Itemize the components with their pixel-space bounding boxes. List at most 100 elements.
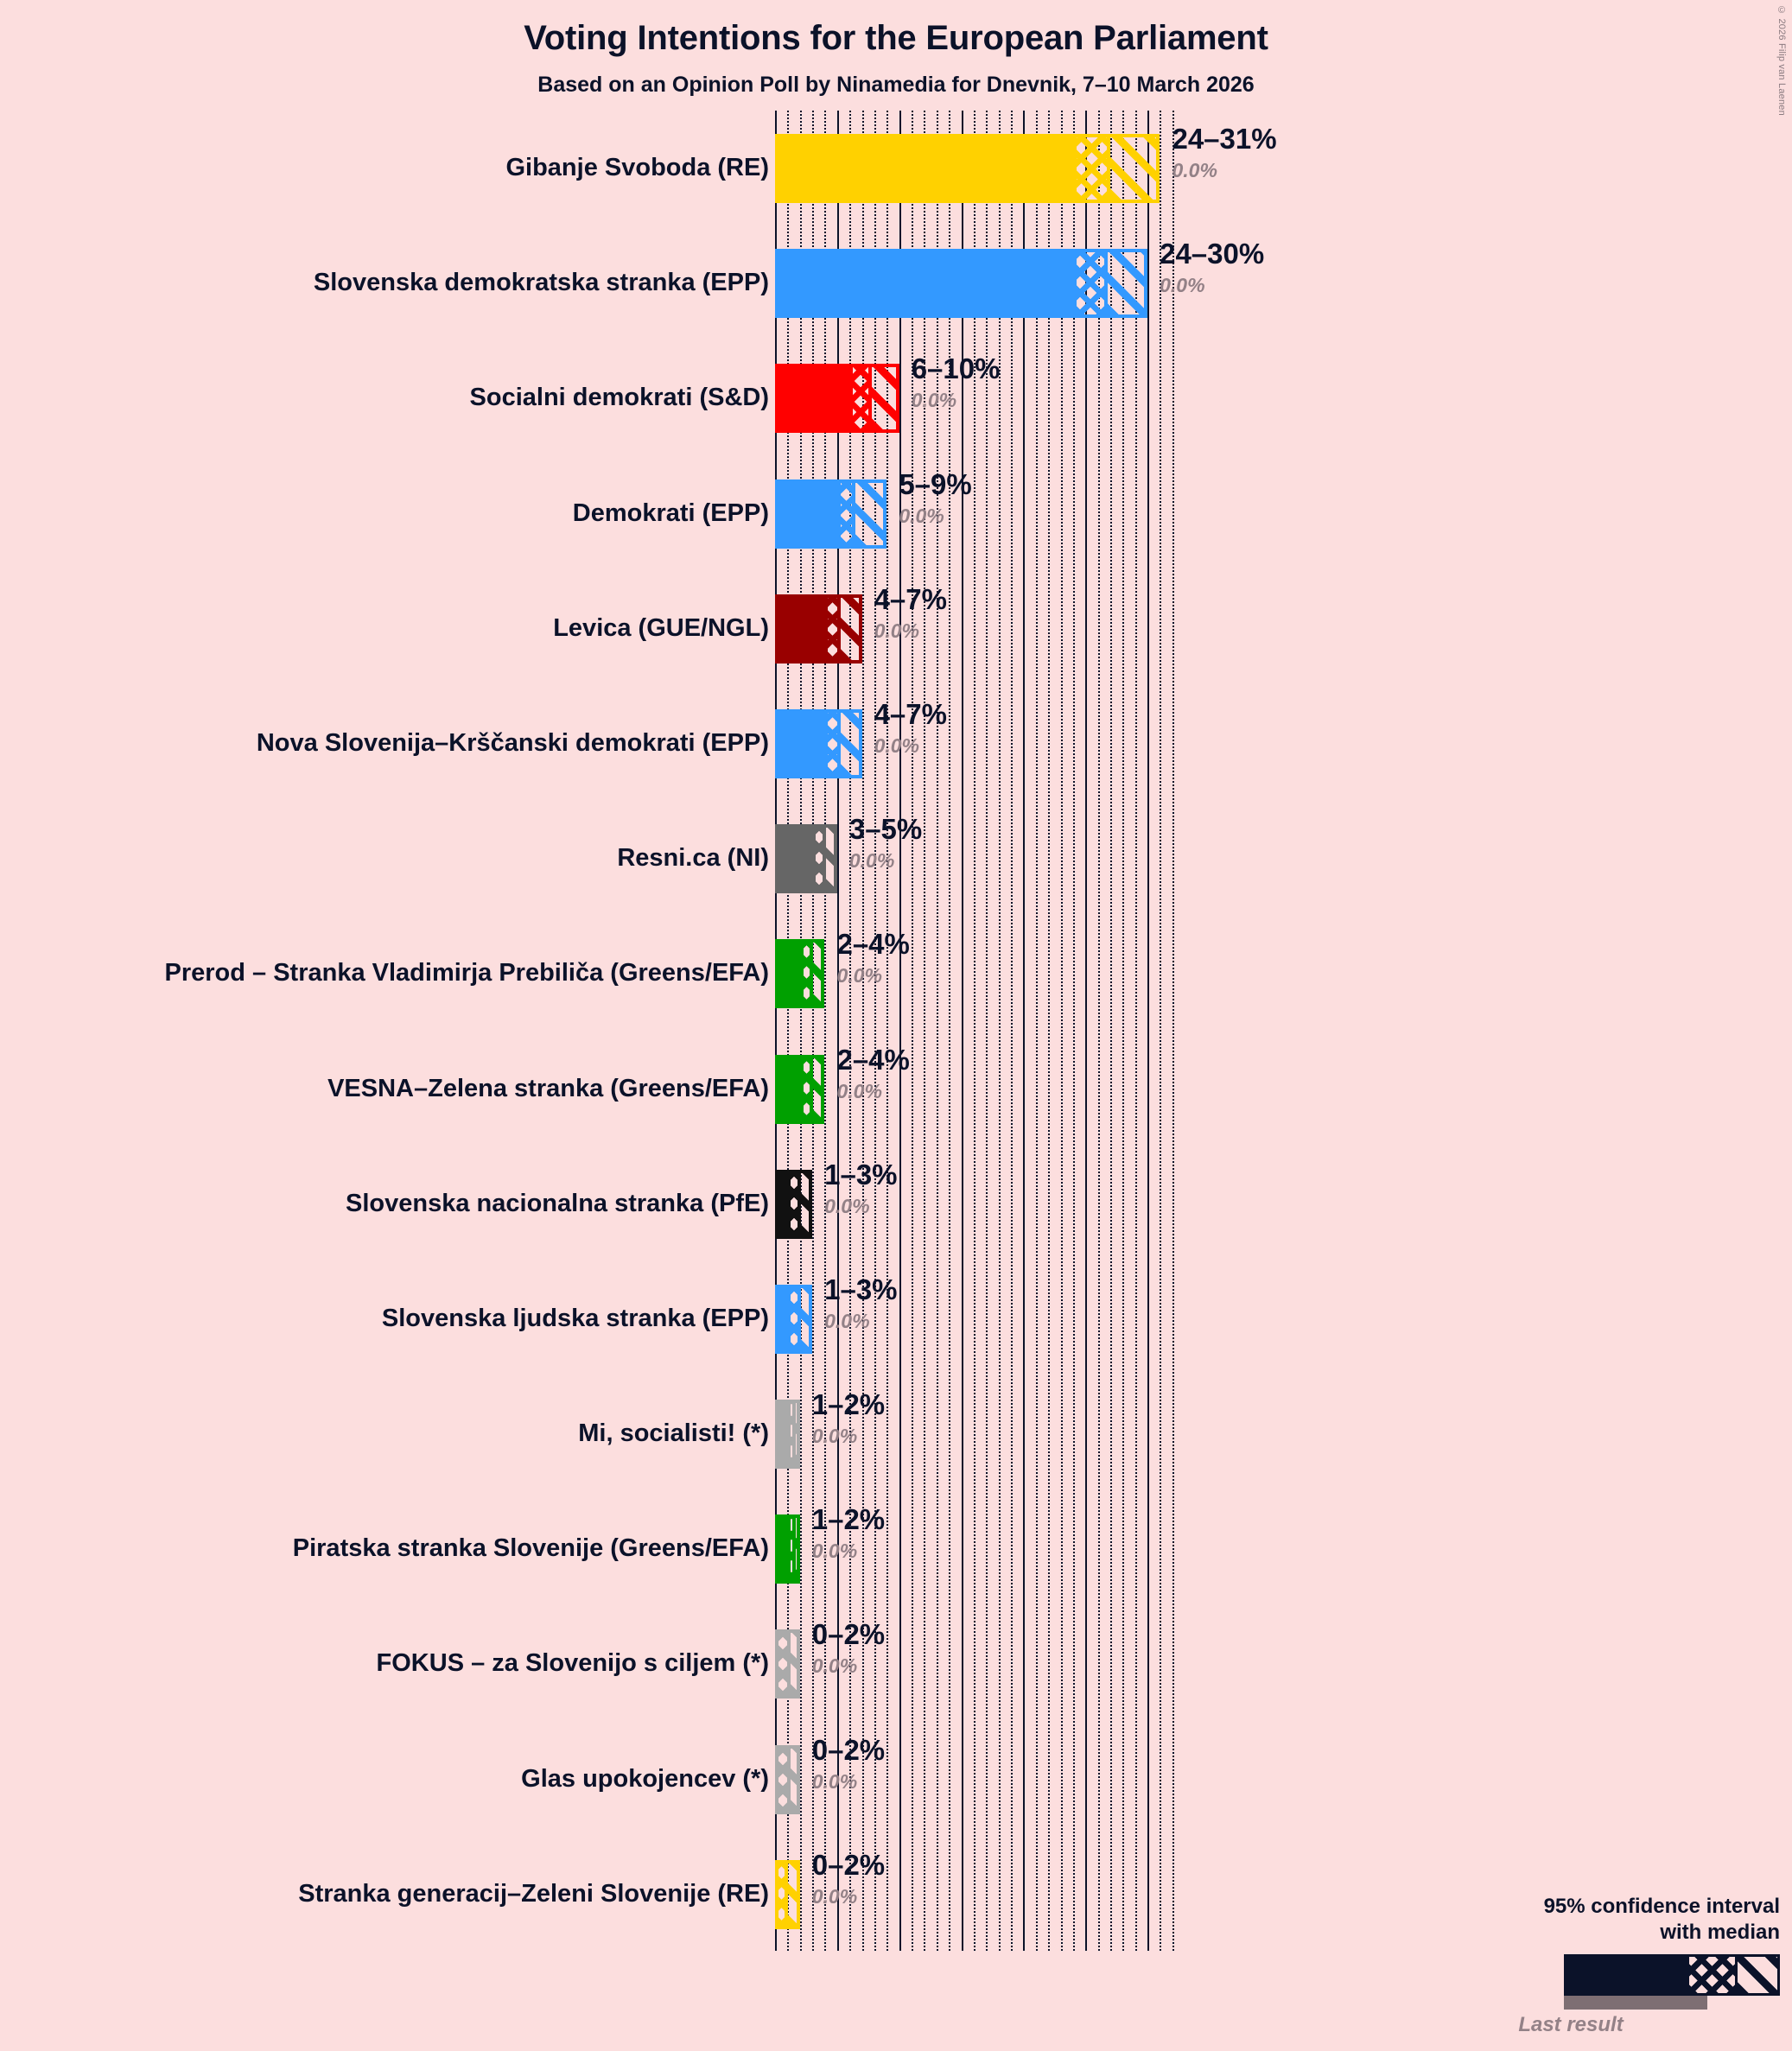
last-result-label: 0.0% xyxy=(811,1425,858,1448)
bar-segment-crosshatch-to-median xyxy=(799,1054,810,1124)
last-result-label: 0.0% xyxy=(1160,274,1205,297)
bar-row: Slovenska demokratska stranka (EPP) 24–30… xyxy=(0,225,1792,340)
bar-segment-crosshatch-to-median xyxy=(824,594,837,664)
bar-segment-diagonal-to-upper-bound xyxy=(852,479,887,549)
gridline-minor xyxy=(973,111,975,1951)
last-result-label: 0.0% xyxy=(824,1309,870,1332)
party-label: Resni.ca (NI) xyxy=(617,844,769,873)
gridline-major xyxy=(775,111,777,1951)
last-result-label: 0.0% xyxy=(811,1769,858,1793)
bar-segment-crosshatch-to-median xyxy=(787,1169,798,1239)
bar-segment-diagonal-to-upper-bound xyxy=(810,939,825,1009)
bar-segment-lower-bound xyxy=(775,364,850,434)
bar-segment-lower-bound xyxy=(775,1169,788,1239)
last-result-label: 0.0% xyxy=(811,1540,858,1563)
gridline-minor xyxy=(787,111,790,1951)
interval-value-label: 4–7% xyxy=(874,697,947,730)
bar-row: Demokrati (EPP) 5–9% 0.0% xyxy=(0,456,1792,571)
bar-row: Resni.ca (NI) 3–5% 0.0% xyxy=(0,801,1792,916)
legend-last-result-label: Last result xyxy=(1518,2013,1624,2036)
gridline-minor xyxy=(949,111,951,1951)
bar-segment-lower-bound xyxy=(775,939,800,1009)
bar-segment-diagonal-to-upper-bound xyxy=(792,1400,800,1470)
bar-segment-lower-bound xyxy=(775,249,1073,319)
party-label: Demokrati (EPP) xyxy=(572,498,769,527)
interval-value-label: 0–2% xyxy=(811,1733,886,1766)
bar-segment-crosshatch-to-median xyxy=(799,939,810,1009)
confidence-interval-bar xyxy=(775,1514,800,1584)
confidence-interval-bar xyxy=(775,134,1160,203)
last-result-label: 0.0% xyxy=(836,964,882,987)
bar-row: Socialni demokrati (S&D) 6–10% 0.0% xyxy=(0,340,1792,455)
confidence-interval-bar xyxy=(775,594,862,664)
last-result-label: 0.0% xyxy=(824,1194,870,1217)
last-result-label: 0.0% xyxy=(911,389,957,412)
last-result-label: 0.0% xyxy=(899,504,944,527)
copyright-notice: © 2026 Filip van Laenen xyxy=(1776,5,1787,116)
bar-segment-crosshatch-to-median xyxy=(775,1744,788,1814)
party-label: Piratska stranka Slovenije (Greens/EFA) xyxy=(292,1534,769,1563)
bar-row: VESNA–Zelena stranka (Greens/EFA) 2–4% 0.0… xyxy=(0,1032,1792,1146)
gridline-minor xyxy=(1122,111,1125,1951)
gridline-minor xyxy=(1035,111,1038,1951)
interval-value-label: 2–4% xyxy=(836,1043,910,1076)
confidence-interval-bar xyxy=(775,939,825,1009)
gridline-minor xyxy=(1134,111,1137,1951)
gridline-major xyxy=(961,111,963,1951)
bar-segment-crosshatch-to-median xyxy=(775,1629,788,1699)
bar-segment-diagonal-to-upper-bound xyxy=(1103,249,1148,319)
confidence-interval-bar xyxy=(775,708,862,778)
gridline-minor xyxy=(886,111,889,1951)
party-label: Glas upokojencev (*) xyxy=(521,1764,769,1793)
party-label: Levica (GUE/NGL) xyxy=(553,613,769,642)
interval-value-label: 24–31% xyxy=(1172,123,1277,155)
legend-title-line2: with median xyxy=(1660,1921,1780,1944)
party-label: Stranka generacij–Zeleni Slovenije (RE) xyxy=(298,1879,769,1908)
gridline-minor xyxy=(1072,111,1075,1951)
bar-segment-crosshatch-to-median xyxy=(824,708,837,778)
interval-value-label: 3–5% xyxy=(848,813,923,846)
gridline-minor xyxy=(1172,111,1174,1951)
bar-row: Glas upokojencev (*) 0–2% 0.0% xyxy=(0,1722,1792,1837)
legend-interval-swatch xyxy=(1564,1954,1780,1996)
confidence-interval-bar xyxy=(775,1744,800,1814)
interval-value-label: 1–3% xyxy=(824,1158,898,1191)
interval-value-label: 5–9% xyxy=(899,467,972,500)
confidence-interval-bar xyxy=(775,364,899,434)
interval-value-label: 1–2% xyxy=(811,1503,886,1536)
bar-segment-crosshatch-to-median xyxy=(1072,134,1107,203)
gridline-minor xyxy=(1048,111,1051,1951)
confidence-interval-bar xyxy=(775,1400,800,1470)
gridline-minor xyxy=(861,111,864,1951)
interval-value-label: 2–4% xyxy=(836,928,910,961)
gridline-minor xyxy=(824,111,827,1951)
bar-segment-lower-bound xyxy=(775,1400,788,1470)
bar-segment-diagonal-to-upper-bound xyxy=(797,1284,813,1354)
interval-value-label: 1–3% xyxy=(824,1273,898,1305)
bar-segment-diagonal-to-upper-bound xyxy=(787,1629,800,1699)
interval-value-label: 1–2% xyxy=(811,1388,886,1421)
bar-segment-diagonal-to-upper-bound xyxy=(792,1514,800,1584)
bar-row: Nova Slovenija–Krščanski demokrati (EPP)… xyxy=(0,686,1792,801)
bar-segment-lower-bound xyxy=(775,134,1073,203)
legend-segment-solid xyxy=(1566,1957,1689,1993)
bar-segment-crosshatch-to-median xyxy=(849,364,868,434)
gridline-minor xyxy=(986,111,988,1951)
last-result-label: 0.0% xyxy=(811,1654,858,1678)
confidence-interval-bar xyxy=(775,1284,813,1354)
gridline-minor xyxy=(799,111,802,1951)
bar-row: Stranka generacij–Zeleni Slovenije (RE) 0… xyxy=(0,1837,1792,1952)
party-label: Gibanje Svoboda (RE) xyxy=(505,154,769,181)
confidence-interval-bar xyxy=(775,1859,800,1929)
last-result-label: 0.0% xyxy=(874,619,920,642)
bar-segment-lower-bound xyxy=(775,479,837,549)
gridline-major xyxy=(899,111,901,1951)
gridline-minor xyxy=(1160,111,1162,1951)
party-label: Prerod – Stranka Vladimirja Prebiliča (G… xyxy=(164,959,770,987)
gridline-minor xyxy=(1097,111,1100,1951)
legend-segment-diagonal xyxy=(1735,1957,1777,1993)
bar-segment-crosshatch-to-median xyxy=(775,1859,785,1929)
interval-value-label: 4–7% xyxy=(874,582,947,615)
party-label: Mi, socialisti! (*) xyxy=(578,1419,769,1448)
